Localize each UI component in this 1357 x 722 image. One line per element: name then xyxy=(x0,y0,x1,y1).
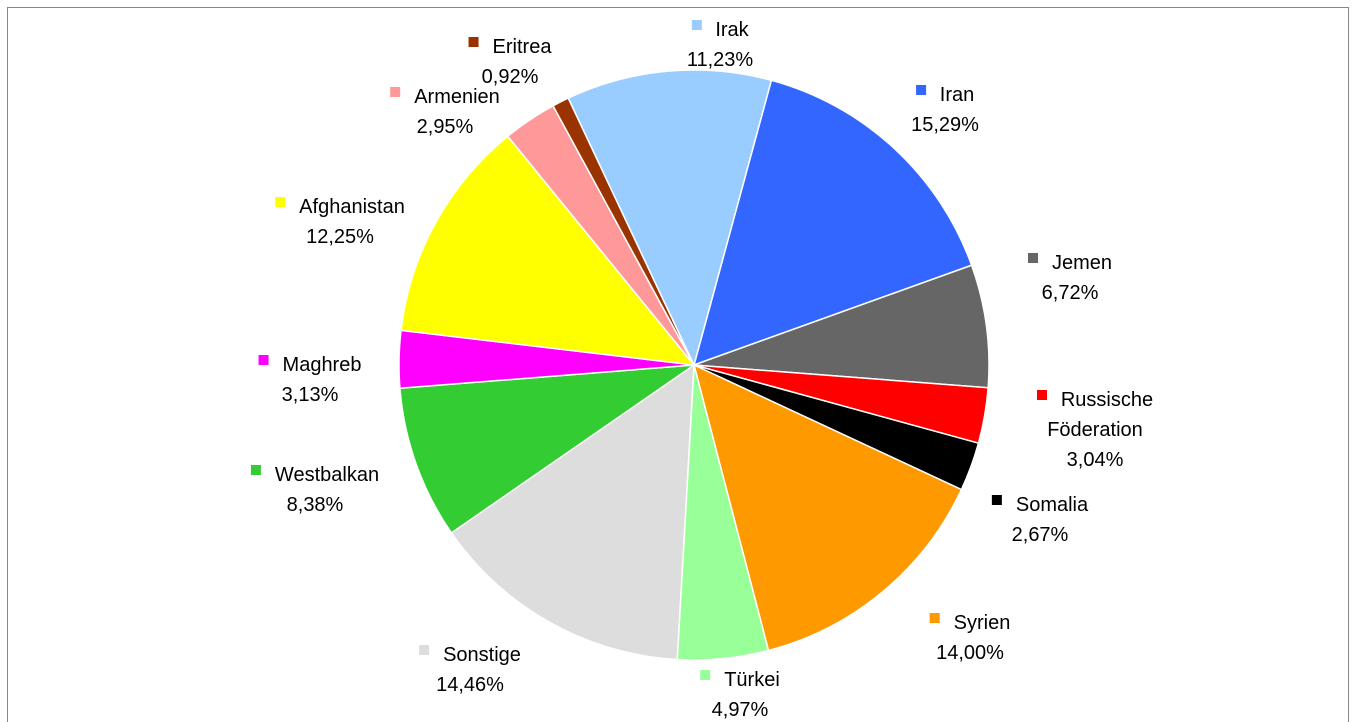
category-label: Russische Föderation xyxy=(1047,389,1154,441)
legend-swatch xyxy=(250,465,261,475)
label-name-line: Syrien xyxy=(929,608,1011,638)
category-label: Türkei xyxy=(724,669,780,691)
category-label: Afghanistan xyxy=(299,196,405,218)
label-name-line: Eritrea xyxy=(468,32,552,62)
data-label: Syrien 14,00% xyxy=(929,608,1011,668)
pie-slice xyxy=(400,135,696,366)
legend-swatch xyxy=(700,670,711,680)
value-label: 6,72% xyxy=(1041,282,1099,304)
label-name-line: Iran xyxy=(911,80,979,110)
label-name-line: Jemen xyxy=(1027,248,1113,278)
category-label: Jemen xyxy=(1051,252,1113,274)
data-label: Irak 11,23% xyxy=(687,15,753,75)
label-name-line: Irak xyxy=(687,15,753,45)
value-label: 3,04% xyxy=(1066,449,1124,471)
pie-slice xyxy=(692,363,963,652)
category-label: Iran xyxy=(939,84,975,106)
label-name-line: Russische Föderation xyxy=(1020,385,1170,445)
frame xyxy=(7,7,1349,722)
data-label: Somalia 2,67% xyxy=(991,490,1089,550)
data-label: Afghanistan 12,25% xyxy=(275,192,405,252)
label-name-line: Westbalkan xyxy=(250,460,380,490)
category-label: Somalia xyxy=(1015,494,1089,516)
category-label: Syrien xyxy=(953,612,1011,634)
legend-swatch xyxy=(390,87,401,97)
value-label: 4,97% xyxy=(711,699,769,721)
value-label: 8,38% xyxy=(286,494,344,516)
category-label: Sonstige xyxy=(443,644,521,666)
legend-swatch xyxy=(468,37,479,47)
category-label: Westbalkan xyxy=(274,464,380,486)
legend-swatch xyxy=(1036,390,1047,400)
legend-swatch xyxy=(419,645,430,655)
data-label: Maghreb 3,13% xyxy=(258,350,362,410)
category-label: Irak xyxy=(715,19,749,41)
category-label: Eritrea xyxy=(492,36,552,58)
pie-slice xyxy=(567,69,773,368)
value-label: 0,92% xyxy=(481,66,539,88)
data-label: Jemen 6,72% xyxy=(1027,248,1113,308)
pie-slice xyxy=(399,364,697,534)
pie-slice xyxy=(693,264,990,389)
value-label: 14,00% xyxy=(936,642,1004,664)
legend-swatch xyxy=(915,85,926,95)
label-name-line: Somalia xyxy=(991,490,1089,520)
data-label: Türkei 4,97% xyxy=(700,665,780,722)
data-label: Armenien 2,95% xyxy=(390,82,500,142)
data-label: Russische Föderation 3,04% xyxy=(1020,385,1170,475)
pie-slice xyxy=(450,363,695,661)
data-label: Sonstige 14,46% xyxy=(419,640,521,700)
legend-swatch xyxy=(991,495,1002,505)
data-label: Eritrea 0,92% xyxy=(468,32,552,92)
label-name-line: Türkei xyxy=(700,665,780,695)
value-label: 3,13% xyxy=(281,384,339,406)
pie-slice xyxy=(692,79,973,367)
legend-swatch xyxy=(258,355,269,365)
data-label: Westbalkan 8,38% xyxy=(250,460,380,520)
legend-swatch xyxy=(275,197,286,207)
value-label: 11,23% xyxy=(686,49,754,71)
value-label: 2,95% xyxy=(416,116,474,138)
legend-swatch xyxy=(1027,253,1038,263)
value-label: 12,25% xyxy=(306,226,374,248)
label-name-line: Sonstige xyxy=(419,640,521,670)
value-label: 2,67% xyxy=(1011,524,1069,546)
label-name-line: Maghreb xyxy=(258,350,362,380)
label-name-line: Afghanistan xyxy=(275,192,405,222)
legend-swatch xyxy=(691,20,702,30)
data-label: Iran 15,29% xyxy=(911,80,979,140)
category-label: Armenien xyxy=(414,86,500,108)
category-label: Maghreb xyxy=(282,354,362,376)
value-label: 15,29% xyxy=(911,114,979,136)
value-label: 14,46% xyxy=(436,674,504,696)
label-name-line: Armenien xyxy=(390,82,500,112)
legend-swatch xyxy=(929,613,940,623)
